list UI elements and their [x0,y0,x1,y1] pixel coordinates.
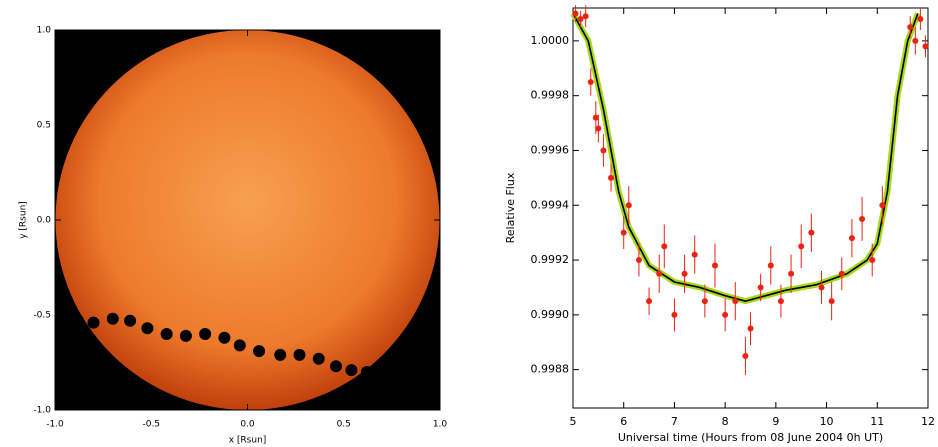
data-point [828,298,835,305]
x-tick-label: 10 [820,415,834,428]
y-tick-label: -0.5 [33,311,51,321]
data-point [912,37,919,44]
model-band [570,12,921,305]
data-point [808,229,815,236]
data-point [701,298,708,305]
planet-position [106,312,119,325]
x-axis-label: x [Rsun] [229,436,267,446]
data-point [671,311,678,318]
data-point [788,270,795,277]
y-axis-label: y [Rsun] [19,201,29,239]
planet-position [179,329,192,342]
data-point [577,15,584,22]
x-tick-label: 12 [921,415,935,428]
planet-position [274,348,287,361]
data-point [681,270,688,277]
data-point [732,298,739,305]
x-axis-label: Universal time (Hours from 08 June 2004 … [618,431,883,444]
data-point [625,202,632,209]
planet-position [160,328,173,340]
x-tick-label: 8 [722,415,729,428]
planet-position [87,316,100,329]
x-tick-label: 5 [570,415,577,428]
data-point [838,270,845,277]
planet-position [72,314,85,327]
data-point [742,352,749,359]
y-axis-label: Relative Flux [504,172,517,243]
x-tick-label: 9 [772,415,779,428]
data-point [869,257,876,264]
data-point [582,13,589,20]
y-tick-label: 0.9996 [531,143,570,156]
data-point [691,251,698,258]
data-point [661,243,668,250]
planet-position [218,331,231,344]
planet-position [253,345,266,358]
data-point [587,78,594,85]
stellar-disk [55,30,440,410]
data-point [848,235,855,242]
data-point [646,298,653,305]
data-point [879,202,886,209]
data-point [620,229,627,236]
data-point [798,243,805,250]
data-point [600,147,607,154]
data-point [907,24,914,31]
x-tick-label: 11 [870,415,884,428]
data-point [917,15,924,22]
data-point [722,311,729,318]
planet-position [54,310,67,323]
planet-position [293,348,306,361]
y-tick-label: 0.5 [37,121,51,131]
y-tick-label: 1.0000 [531,34,570,47]
data-point [592,114,599,121]
data-point [595,125,602,132]
y-tick-label: 0.9998 [531,89,570,102]
planet-position [141,322,154,335]
y-tick-label: 0.9988 [531,363,570,376]
x-tick-label: 7 [671,415,678,428]
data-point [747,325,754,332]
data-point [859,215,866,222]
y-tick-label: 0.9990 [531,308,570,321]
planet-position [124,314,137,327]
x-tick-label: -0.5 [142,420,160,430]
x-tick-label: 0.5 [337,420,351,430]
planet-position [312,352,325,365]
x-tick-label: 6 [620,415,627,428]
y-tick-label: 0.9994 [531,198,570,211]
data-point [656,270,663,277]
data-point [712,262,718,269]
y-tick-label: 0.0 [37,216,52,226]
planet-position [330,360,343,373]
x-tick-label: 0.0 [240,420,255,430]
data-point [922,43,929,50]
data-point [767,262,774,269]
x-tick-label: -1.0 [46,420,64,430]
data-point [757,284,764,291]
data-point [777,298,784,305]
planet-position [360,366,373,378]
data-point [572,10,579,17]
model-line [572,13,919,302]
planet-position [345,364,358,377]
y-tick-label: 1.0 [37,26,52,36]
plot-frame [572,7,929,409]
x-tick-label: 1.0 [433,420,448,430]
data-point [608,174,615,181]
planet-position [199,328,212,340]
data-point [635,257,642,264]
data-point [818,284,825,291]
y-tick-label: -1.0 [33,406,51,416]
y-tick-label: 0.9992 [531,253,570,266]
planet-position [233,339,246,352]
